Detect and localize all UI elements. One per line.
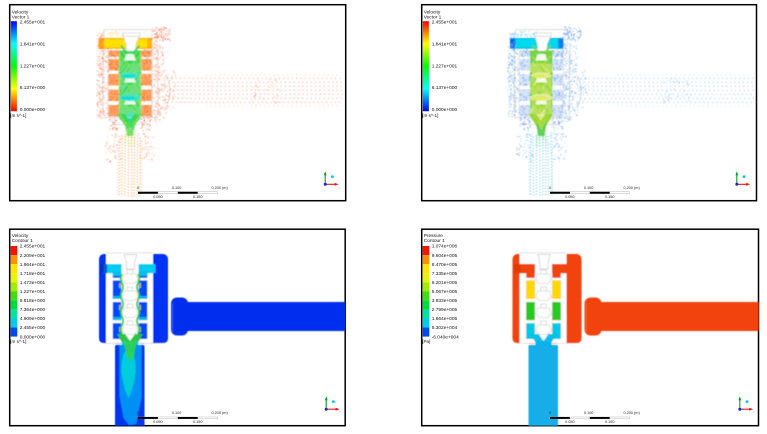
svg-text:[Pa]: [Pa] <box>422 339 430 344</box>
svg-text:0.100: 0.100 <box>172 411 182 415</box>
svg-text:1.074e+006: 1.074e+006 <box>432 244 458 250</box>
svg-text:3.933e+005: 3.933e+005 <box>432 298 458 304</box>
svg-text:7.364e+000: 7.364e+000 <box>20 307 46 313</box>
svg-text:7.335e+005: 7.335e+005 <box>432 271 458 277</box>
svg-text:Contour 1: Contour 1 <box>424 238 445 244</box>
svg-text:X: X <box>338 186 341 190</box>
svg-text:0: 0 <box>549 411 551 415</box>
svg-text:6.137e+000: 6.137e+000 <box>432 85 458 91</box>
svg-text:Y: Y <box>736 167 739 171</box>
svg-text:1.227e+001: 1.227e+001 <box>20 63 46 69</box>
svg-text:X: X <box>749 186 752 190</box>
svg-text:X: X <box>339 411 342 415</box>
svg-text:Pressure: Pressure <box>424 233 444 239</box>
svg-text:1.473e+001: 1.473e+001 <box>20 280 46 286</box>
svg-text:6.137e+000: 6.137e+000 <box>20 85 46 91</box>
svg-text:Vector 1: Vector 1 <box>424 15 442 21</box>
svg-text:5.067e+005: 5.067e+005 <box>432 289 458 295</box>
svg-text:Velocity: Velocity <box>12 233 29 239</box>
svg-text:Vector 1: Vector 1 <box>12 15 30 21</box>
svg-text:1.227e+001: 1.227e+001 <box>20 289 46 295</box>
svg-text:0.200 (m): 0.200 (m) <box>623 411 640 415</box>
svg-text:1.841e+001: 1.841e+001 <box>20 41 46 47</box>
svg-text:2.455e+001: 2.455e+001 <box>432 20 458 26</box>
svg-text:[m s^-1]: [m s^-1] <box>422 113 438 118</box>
svg-text:Y: Y <box>324 167 327 171</box>
svg-text:0: 0 <box>137 411 139 415</box>
svg-text:Y: Y <box>325 392 328 396</box>
svg-text:1.964e+001: 1.964e+001 <box>20 262 46 268</box>
svg-text:X: X <box>752 411 755 415</box>
svg-text:4.909e+000: 4.909e+000 <box>20 316 46 322</box>
svg-text:5.302e+004: 5.302e+004 <box>432 325 458 331</box>
svg-text:0.150: 0.150 <box>605 420 615 424</box>
svg-text:[m s^-1]: [m s^-1] <box>10 339 26 344</box>
svg-text:0.050: 0.050 <box>565 195 575 199</box>
svg-text:0.150: 0.150 <box>605 195 615 199</box>
svg-text:6.201e+005: 6.201e+005 <box>432 280 458 286</box>
svg-text:Velocity: Velocity <box>12 10 29 16</box>
svg-text:2.209e+001: 2.209e+001 <box>20 253 46 259</box>
svg-text:Y: Y <box>739 392 742 396</box>
svg-text:0.100: 0.100 <box>584 186 594 190</box>
svg-text:0.200 (m): 0.200 (m) <box>623 186 640 190</box>
svg-text:0: 0 <box>549 186 551 190</box>
svg-text:Velocity: Velocity <box>424 10 441 16</box>
svg-text:0.200 (m): 0.200 (m) <box>211 186 228 190</box>
svg-text:1.718e+001: 1.718e+001 <box>20 271 46 277</box>
svg-text:1.841e+001: 1.841e+001 <box>432 41 458 47</box>
svg-text:1.664e+005: 1.664e+005 <box>432 316 458 322</box>
svg-text:0.000e+000: 0.000e+000 <box>20 107 46 113</box>
svg-text:0.100: 0.100 <box>172 186 182 190</box>
svg-text:2.799e+005: 2.799e+005 <box>432 307 458 313</box>
svg-text:Contour 1: Contour 1 <box>12 238 33 244</box>
svg-text:0: 0 <box>137 186 139 190</box>
svg-text:0.000e+000: 0.000e+000 <box>432 107 458 113</box>
svg-text:1.227e+001: 1.227e+001 <box>432 63 458 69</box>
svg-text:0.050: 0.050 <box>153 195 163 199</box>
svg-text:0.150: 0.150 <box>193 195 203 199</box>
svg-text:2.455e+000: 2.455e+000 <box>20 325 46 331</box>
svg-text:0.000e+000: 0.000e+000 <box>20 334 46 340</box>
svg-text:-6.040e+004: -6.040e+004 <box>432 334 459 340</box>
svg-text:0.200 (m): 0.200 (m) <box>211 411 228 415</box>
svg-text:0.050: 0.050 <box>153 420 163 424</box>
svg-text:8.470e+005: 8.470e+005 <box>432 262 458 268</box>
svg-text:0.150: 0.150 <box>193 420 203 424</box>
svg-text:9.604e+005: 9.604e+005 <box>432 253 458 259</box>
svg-text:0.050: 0.050 <box>565 420 575 424</box>
svg-text:[m s^-1]: [m s^-1] <box>10 113 26 118</box>
svg-text:9.818e+000: 9.818e+000 <box>20 298 46 304</box>
svg-text:2.455e+001: 2.455e+001 <box>20 244 46 250</box>
svg-text:0.100: 0.100 <box>584 411 594 415</box>
svg-text:2.455e+001: 2.455e+001 <box>20 20 46 26</box>
